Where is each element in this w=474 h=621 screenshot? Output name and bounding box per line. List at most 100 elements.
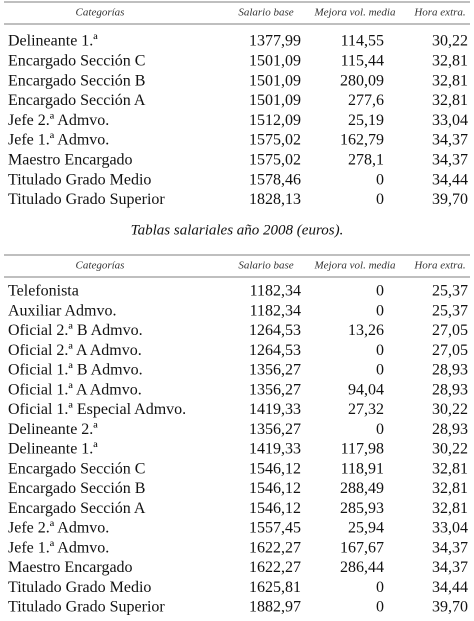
cell: 286,44 (340, 559, 384, 576)
cell: 1264,53 (249, 322, 301, 339)
category: Encargado Sección C (8, 52, 145, 69)
cell: 34,44 (432, 171, 468, 188)
column-header: Salario base (238, 7, 293, 19)
cell: 30,22 (432, 441, 468, 458)
cell: 0 (376, 171, 384, 188)
cell: 0 (376, 342, 384, 359)
cell: 162,79 (340, 132, 384, 149)
cell: 1622,27 (249, 539, 301, 556)
cell: 32,81 (432, 92, 468, 109)
category: Encargado Sección A (8, 500, 146, 517)
cell: 32,81 (432, 52, 468, 69)
column-header: Hora extra. (413, 260, 465, 272)
column-header: Salario base (238, 260, 293, 272)
column-header: Mejora vol. media (314, 260, 396, 272)
category: Jefe 2.ª Admvo. (8, 112, 109, 129)
cell: 1501,09 (249, 72, 301, 89)
cell: 25,37 (432, 302, 468, 319)
category: Titulado Grado Superior (8, 599, 165, 616)
category: Delineante 1.ª (8, 33, 98, 50)
category: Titulado Grado Superior (8, 191, 165, 208)
cell: 27,32 (348, 401, 384, 418)
cell: 1419,33 (249, 401, 301, 418)
cell: 30,22 (432, 401, 468, 418)
cell: 33,04 (432, 520, 468, 537)
cell: 1356,27 (249, 362, 301, 379)
cell: 34,37 (432, 539, 468, 556)
category: Oficial 1.ª Especial Admvo. (8, 401, 186, 418)
cell: 1264,53 (249, 342, 301, 359)
cell: 0 (376, 579, 384, 596)
category: Jefe 1.ª Admvo. (8, 539, 109, 556)
cell: 34,44 (432, 579, 468, 596)
cell: 1546,12 (249, 460, 301, 477)
category: Jefe 2.ª Admvo. (8, 520, 109, 537)
cell: 28,93 (432, 362, 468, 379)
cell: 1512,09 (249, 112, 301, 129)
category: Delineante 1.ª (8, 441, 98, 458)
cell: 25,19 (348, 112, 384, 129)
cell: 34,37 (432, 151, 468, 168)
category: Encargado Sección B (8, 480, 145, 497)
cell: 1575,02 (249, 151, 301, 168)
cell: 39,70 (432, 599, 468, 616)
cell: 94,04 (348, 381, 384, 398)
cell: 1501,09 (249, 92, 301, 109)
cell: 32,81 (432, 460, 468, 477)
cell: 32,81 (432, 480, 468, 497)
cell: 0 (376, 302, 384, 319)
category: Maestro Encargado (8, 151, 133, 168)
cell: 1501,09 (249, 52, 301, 69)
cell: 1575,02 (249, 132, 301, 149)
cell: 118,91 (341, 460, 384, 477)
cell: 1356,27 (249, 421, 301, 438)
cell: 1557,45 (249, 520, 301, 537)
cell: 28,93 (432, 381, 468, 398)
category: Encargado Sección C (8, 460, 145, 477)
cell: 0 (376, 283, 384, 300)
cell: 25,94 (348, 520, 384, 537)
cell: 39,70 (432, 191, 468, 208)
cell: 117,98 (341, 441, 384, 458)
cell: 1625,81 (249, 579, 301, 596)
cell: 34,37 (432, 132, 468, 149)
cell: 0 (376, 191, 384, 208)
cell: 278,1 (348, 151, 384, 168)
cell: 288,49 (340, 480, 384, 497)
cell: 1419,33 (249, 441, 301, 458)
category: Maestro Encargado (8, 559, 133, 576)
column-header: Categorías (76, 260, 125, 272)
cell: 0 (376, 421, 384, 438)
cell: 1546,12 (249, 500, 301, 517)
cell: 1182,34 (250, 302, 301, 319)
cell: 1377,99 (249, 33, 301, 50)
cell: 27,05 (432, 342, 468, 359)
category: Delineante 2.ª (8, 421, 98, 438)
column-header: Hora extra. (413, 7, 465, 19)
cell: 1356,27 (249, 381, 301, 398)
category: Encargado Sección A (8, 92, 146, 109)
caption: Tablas salariales año 2008 (euros). (131, 222, 344, 238)
column-header: Mejora vol. media (314, 7, 396, 19)
cell: 1882,97 (249, 599, 301, 616)
cell: 30,22 (432, 33, 468, 50)
category: Oficial 1.ª B Admvo. (8, 362, 143, 379)
cell: 32,81 (432, 500, 468, 517)
cell: 167,67 (340, 539, 384, 556)
category: Oficial 2.ª A Admvo. (8, 342, 142, 359)
cell: 114,55 (341, 33, 384, 50)
category: Auxiliar Admvo. (8, 302, 116, 319)
column-header: Categorías (76, 7, 125, 19)
category: Oficial 1.ª A Admvo. (8, 381, 142, 398)
cell: 34,37 (432, 559, 468, 576)
cell: 280,09 (340, 72, 384, 89)
cell: 13,26 (348, 322, 384, 339)
cell: 115,44 (341, 52, 384, 69)
cell: 1578,46 (249, 171, 301, 188)
category: Telefonista (8, 283, 79, 300)
cell: 33,04 (432, 112, 468, 129)
category: Titulado Grado Medio (8, 579, 151, 596)
cell: 277,6 (348, 92, 384, 109)
cell: 1622,27 (249, 559, 301, 576)
